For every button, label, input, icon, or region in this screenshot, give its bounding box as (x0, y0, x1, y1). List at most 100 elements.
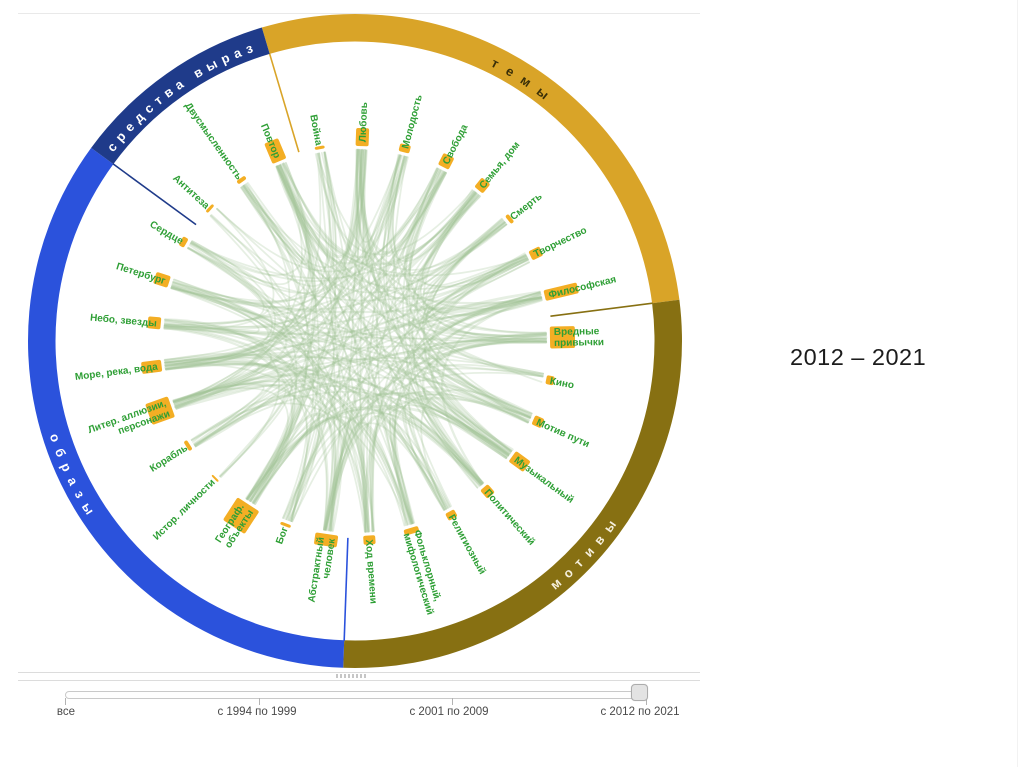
node-4 (474, 177, 490, 193)
node-marker[interactable] (403, 526, 419, 536)
edge-line (435, 298, 543, 453)
edge-line (372, 422, 416, 532)
node-label[interactable]: Война (307, 114, 323, 147)
node-label[interactable]: Сердце (148, 219, 186, 247)
edge-line (246, 258, 529, 500)
edge-line (174, 335, 548, 409)
node-label-group: Бог (274, 526, 290, 546)
node-marker[interactable] (314, 532, 339, 548)
node-label[interactable]: Корабль (148, 442, 190, 475)
edge-line (163, 324, 406, 527)
node-marker[interactable] (445, 509, 458, 521)
node-marker[interactable] (314, 145, 325, 150)
node-marker[interactable] (236, 175, 246, 184)
grip-dot (348, 674, 350, 678)
node-label[interactable]: Религиозный (446, 513, 488, 576)
node-label[interactable]: Политический (482, 487, 537, 547)
node-label[interactable]: Семья, дом (478, 140, 523, 191)
node-marker[interactable] (543, 282, 579, 301)
edge-line (402, 401, 508, 511)
node-marker[interactable] (211, 474, 219, 482)
edge-line (421, 406, 510, 485)
node-marker[interactable] (398, 143, 411, 154)
group-arc-temy[interactable] (261, 13, 680, 304)
node-marker[interactable] (531, 415, 544, 428)
edge-line (359, 149, 367, 533)
node-0 (314, 145, 325, 150)
node-marker[interactable] (509, 451, 531, 472)
slider-handle[interactable] (631, 684, 648, 701)
node-label[interactable]: Ход времени (363, 539, 379, 604)
node-marker[interactable] (505, 214, 514, 224)
node-marker[interactable] (480, 484, 495, 499)
node-label[interactable]: Фольклорный,мифологический (401, 529, 446, 617)
slider-track[interactable] (65, 691, 647, 699)
node-label[interactable]: Любовь (357, 102, 370, 142)
node-label[interactable]: Молодость (400, 94, 424, 150)
edge-line (163, 149, 364, 330)
edge-line (174, 184, 291, 407)
edge-line (210, 151, 335, 288)
edge-line (172, 278, 343, 532)
node-marker[interactable] (280, 521, 291, 528)
edge-line (357, 148, 477, 266)
edge-line (382, 154, 452, 507)
edge-line (242, 185, 484, 484)
node-marker[interactable] (153, 272, 171, 288)
node-label[interactable]: Бог (274, 526, 290, 546)
node-label[interactable]: Небо, звезды (90, 312, 158, 330)
node-marker[interactable] (178, 236, 188, 248)
node-label[interactable]: Литер. аллюзии,персонажи (87, 398, 172, 446)
node-marker[interactable] (223, 497, 260, 534)
node-label[interactable]: Музыкальный (512, 455, 576, 506)
node-label[interactable]: Антитеза (170, 173, 211, 212)
node-marker[interactable] (474, 177, 490, 193)
node-label[interactable]: Кино (549, 376, 575, 392)
edge-line (289, 371, 544, 522)
node-marker[interactable] (264, 138, 286, 164)
node-label[interactable]: Истор. личности (151, 477, 217, 542)
node-label-group: Смерть (508, 191, 544, 223)
edge-line (172, 281, 513, 452)
edge-line (163, 324, 547, 340)
edge-line (187, 247, 337, 531)
node-label[interactable]: Вредныепривычки (554, 326, 604, 349)
splitter-grip-handle[interactable] (336, 674, 366, 678)
node-marker[interactable] (141, 359, 163, 374)
node-marker[interactable] (183, 440, 192, 451)
node-marker[interactable] (438, 153, 455, 170)
node-marker[interactable] (145, 396, 175, 425)
edge-line (248, 417, 370, 533)
node-marker[interactable] (147, 316, 162, 330)
edge-line (187, 149, 362, 294)
slider-label-all: все (56, 706, 76, 718)
group-arc-sredstva[interactable] (91, 27, 270, 165)
node-label[interactable]: Смерть (508, 191, 544, 223)
node-label[interactable]: Мотив пути (534, 417, 591, 450)
edge-line (392, 393, 510, 525)
node-label-group: Кино (549, 376, 575, 392)
node-label[interactable]: Петербург (115, 260, 167, 287)
node-label[interactable]: Абстрактныйчеловек (306, 535, 338, 605)
node-marker[interactable] (205, 204, 214, 213)
node-marker[interactable] (528, 246, 543, 260)
node-label[interactable]: Философская (547, 273, 617, 301)
node-label[interactable]: Творчество (532, 225, 589, 260)
group-arc-obrazy[interactable] (28, 147, 345, 668)
edge-line (422, 385, 530, 460)
node-label[interactable]: Свобода (440, 122, 471, 167)
node-marker[interactable] (545, 375, 555, 386)
edge-line (440, 296, 543, 485)
edge-line (251, 220, 506, 504)
node-marker[interactable] (355, 127, 370, 147)
edge-line (187, 247, 448, 510)
node-marker[interactable] (549, 326, 576, 349)
node-label[interactable]: Двусмысленность (182, 101, 244, 182)
edge-line (330, 397, 532, 532)
node-marker[interactable] (363, 535, 376, 545)
edge-line (189, 242, 370, 533)
node-label[interactable]: Море, река, вода (74, 362, 159, 383)
edge-line (173, 240, 276, 404)
node-label-group: Истор. личности (151, 477, 217, 542)
